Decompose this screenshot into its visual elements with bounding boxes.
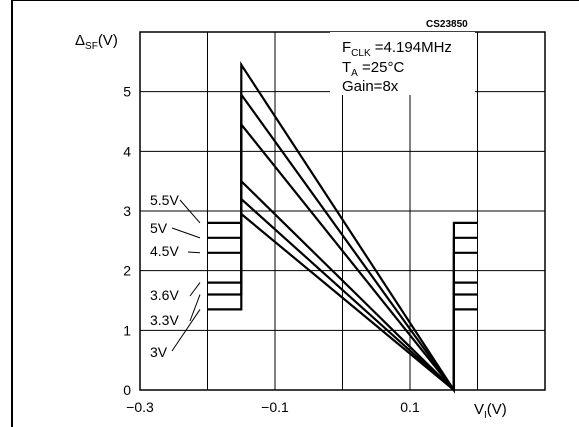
series-group bbox=[207, 61, 478, 394]
y-tick-label: 3 bbox=[123, 203, 131, 219]
conditions-box bbox=[330, 32, 475, 95]
y-axis-label: ΔSF(V) bbox=[75, 32, 118, 52]
condition-temperature: TA =25°C bbox=[342, 59, 404, 79]
series-line-5-5V bbox=[207, 61, 478, 394]
x-tick-label: 0.1 bbox=[400, 399, 420, 415]
x-tick-label: −0.3 bbox=[126, 399, 154, 415]
series-label: 4.5V bbox=[150, 243, 179, 259]
condition-clock: FCLK =4.194MHz bbox=[342, 39, 452, 59]
y-tick-label: 0 bbox=[123, 382, 131, 398]
series-line-3V bbox=[207, 211, 478, 393]
series-label: 3.3V bbox=[150, 312, 179, 328]
series-label: 5V bbox=[150, 220, 168, 236]
y-tick-labels: 0 1 2 3 4 5 bbox=[123, 84, 131, 398]
y-tick-label: 4 bbox=[123, 143, 131, 159]
series-line-3-3V bbox=[207, 196, 478, 393]
y-tick-label: 1 bbox=[123, 322, 131, 338]
series-leader-line bbox=[171, 227, 201, 239]
figure-code: CS23850 bbox=[426, 19, 468, 30]
y-tick-label: 5 bbox=[123, 84, 131, 100]
series-label: 3.6V bbox=[150, 287, 179, 303]
conditions-annotation: FCLK =4.194MHz TA =25°C Gain=8x bbox=[330, 32, 475, 95]
x-axis-label: VI(V) bbox=[474, 401, 507, 421]
series-line-4-5V bbox=[207, 121, 478, 394]
series-label: 3V bbox=[150, 344, 168, 360]
series-line-3-6V bbox=[207, 178, 478, 393]
series-leader-line bbox=[179, 199, 201, 224]
series-leader-line bbox=[189, 294, 201, 322]
series-line-5V bbox=[207, 91, 478, 394]
condition-gain: Gain=8x bbox=[342, 78, 399, 95]
series-labels: 5.5V 5V 4.5V 3.6V 3.3V 3V bbox=[150, 192, 201, 360]
series-leader-line bbox=[187, 251, 201, 254]
series-label: 5.5V bbox=[150, 192, 179, 208]
series-leader-line bbox=[171, 309, 201, 352]
y-tick-label: 2 bbox=[123, 263, 131, 279]
series-leader-line bbox=[189, 282, 201, 297]
x-tick-labels: −0.3 −0.1 0.1 bbox=[126, 399, 420, 415]
x-tick-label: −0.1 bbox=[261, 399, 289, 415]
